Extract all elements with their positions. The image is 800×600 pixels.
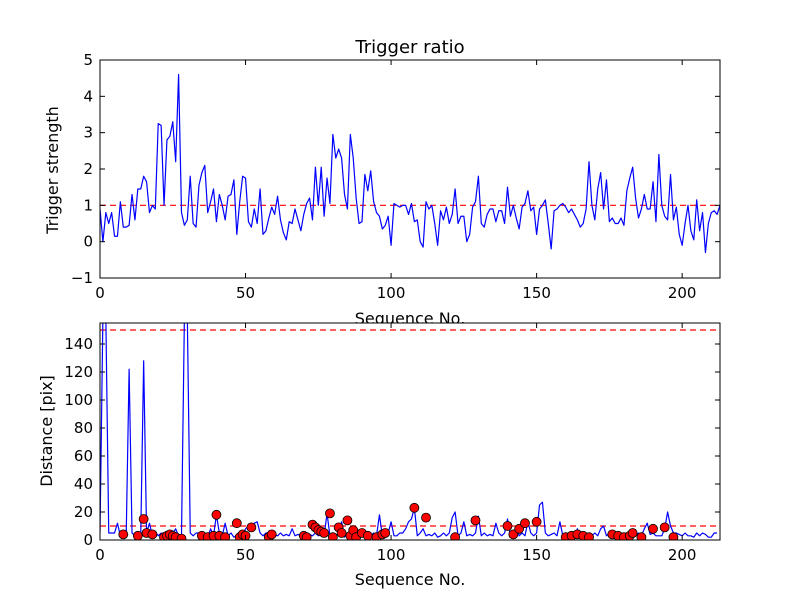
plot-frame — [99, 322, 721, 541]
y-tick-label: 3 — [83, 124, 93, 142]
data-point — [220, 532, 231, 540]
y-axis-label: Distance [pix] — [37, 375, 56, 487]
y-tick-label: 0 — [83, 233, 93, 251]
distance-panel: Sequence No. Distance [pix] 0 50 100 150 200… — [37, 322, 721, 589]
x-tick-label: 0 — [95, 546, 105, 564]
data-point — [132, 530, 143, 540]
y-tick-label: 5 — [83, 51, 93, 69]
x-tick-label: 100 — [377, 546, 406, 564]
data-point — [584, 532, 594, 540]
data-point — [138, 514, 149, 524]
x-tick-label: 150 — [522, 546, 551, 564]
y-tick-label: 120 — [64, 363, 93, 381]
data-point — [636, 532, 647, 540]
data-point — [342, 515, 353, 526]
plot-area — [100, 323, 720, 540]
data-point — [470, 515, 481, 526]
y-axis-label: Trigger strength — [43, 106, 62, 235]
data-point — [450, 532, 461, 540]
data-point — [380, 528, 391, 538]
y-tick-label: 80 — [74, 419, 93, 437]
y-tick-label: 140 — [64, 335, 93, 353]
x-tick-label: 50 — [236, 546, 255, 564]
data-point — [266, 529, 277, 540]
data-point — [648, 523, 658, 534]
data-point — [246, 522, 257, 533]
x-axis-label: Sequence No. — [355, 570, 466, 589]
x-tick-label: 0 — [95, 284, 105, 302]
x-tick-label: 200 — [668, 284, 697, 302]
data-point — [531, 516, 542, 527]
x-tick-label: 50 — [236, 284, 255, 302]
data-point — [421, 512, 431, 523]
data-point — [627, 528, 638, 538]
data-point — [659, 522, 670, 533]
data-point — [325, 508, 335, 519]
data-point — [520, 518, 530, 529]
y-tick-label: 0 — [83, 531, 93, 549]
data-point — [301, 532, 312, 540]
series-line — [100, 73, 720, 254]
plot-background — [100, 60, 720, 278]
data-point — [211, 509, 222, 520]
y-tick-label: 2 — [83, 160, 93, 178]
y-tick-label: 60 — [74, 447, 93, 465]
y-tick-label: 40 — [74, 475, 93, 493]
x-tick-label: 100 — [377, 284, 406, 302]
data-point — [176, 533, 187, 540]
chart-title: Trigger ratio — [354, 37, 464, 58]
y-tick-label: 100 — [64, 391, 93, 409]
data-point — [409, 502, 420, 513]
data-point — [362, 530, 373, 540]
plot-background — [100, 323, 720, 540]
trigger-ratio-panel: Trigger ratio Sequence No. Trigger stren… — [43, 37, 721, 328]
y-tick-label: 1 — [83, 196, 93, 214]
data-point — [327, 532, 338, 540]
plot-area — [100, 73, 720, 254]
y-tick-label: 4 — [83, 87, 93, 105]
x-tick-label: 150 — [522, 284, 551, 302]
data-point — [147, 529, 158, 540]
data-point — [336, 528, 347, 538]
data-point — [319, 528, 330, 538]
x-tick-label: 200 — [668, 546, 697, 564]
y-tick-label: −1 — [71, 269, 93, 287]
data-point — [118, 529, 129, 540]
data-point — [668, 532, 679, 540]
y-tick-label: 20 — [74, 503, 93, 521]
data-point — [231, 518, 242, 529]
data-point — [502, 521, 513, 531]
